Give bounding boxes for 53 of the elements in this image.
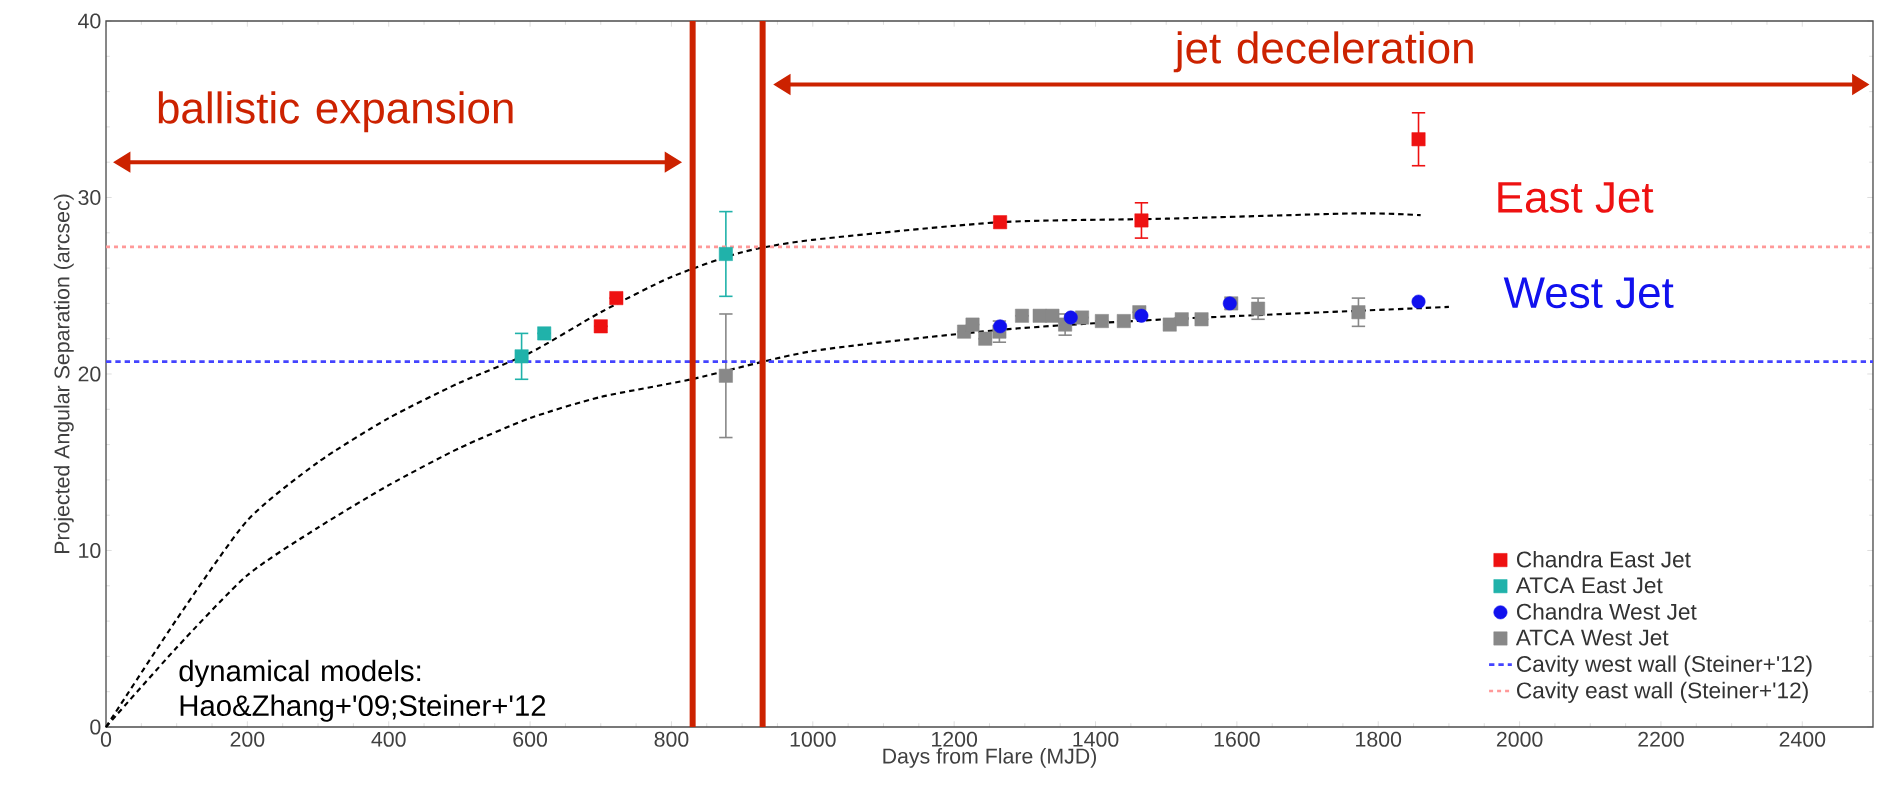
legend-label: Cavity west wall (Steiner+'12): [1516, 655, 1812, 677]
x-tick-label: 2000: [1496, 731, 1543, 747]
point: [1351, 305, 1366, 320]
x-tick-label: 200: [230, 731, 265, 747]
point: [1174, 312, 1189, 327]
point: [978, 331, 993, 346]
point: [1251, 301, 1266, 316]
y-tick-label: 10: [79, 542, 101, 559]
x-tick-label: 1000: [790, 731, 836, 747]
point: [609, 291, 624, 306]
legend-label: Chandra West Jet: [1516, 603, 1697, 620]
point: [965, 317, 980, 332]
point: [1116, 314, 1131, 328]
point: [1045, 308, 1060, 323]
y-tick-label: 30: [78, 189, 101, 206]
x-tick-label: 1400: [1073, 731, 1119, 747]
y-tick-label: 0: [90, 719, 101, 735]
point: [718, 247, 733, 261]
annotation: West Jet: [1503, 277, 1674, 309]
legend-label: Chandra East Jet: [1516, 550, 1691, 568]
point: [593, 319, 608, 334]
legend-label: ATCA East Jet: [1515, 577, 1663, 594]
x-tick-label: 1800: [1356, 731, 1402, 747]
annotation: dynamical models: Hao&Zhang+'09;Steiner+'12: [179, 659, 546, 722]
point: [1411, 132, 1426, 147]
point: [537, 326, 552, 341]
x-tick-label: 2400: [1779, 731, 1826, 747]
y-tick-label: 40: [78, 13, 101, 29]
point: [718, 368, 733, 383]
x-tick-label: 2200: [1638, 731, 1684, 747]
x-tick-label: 1200: [932, 731, 978, 747]
annotation: jet deceleration: [1173, 31, 1473, 73]
legend-label: ATCA West Jet: [1515, 629, 1669, 646]
point: [1411, 294, 1426, 309]
annotation: East Jet: [1498, 182, 1654, 213]
point: [993, 319, 1008, 334]
x-tick-label: 800: [654, 731, 689, 747]
x-tick-label: 1600: [1214, 731, 1260, 747]
x-axis-title: Days from Flare (MJD): [883, 747, 1096, 768]
point: [1134, 213, 1149, 228]
x-tick-label: 400: [371, 731, 406, 747]
point: [1032, 308, 1047, 323]
x-tick-label: 0: [100, 731, 112, 747]
point: [1015, 308, 1029, 323]
point: [1094, 314, 1109, 328]
legend-label: Cavity east wall (Steiner+'12): [1516, 681, 1808, 703]
annotation: ballistic expansion: [158, 91, 513, 133]
y-axis-title: Projected Angular Separation (arcsec): [53, 194, 74, 554]
y-tick-label: 20: [78, 366, 101, 382]
point: [514, 349, 529, 364]
x-tick-label: 600: [513, 731, 548, 747]
point: [993, 215, 1008, 230]
point: [1194, 312, 1209, 327]
